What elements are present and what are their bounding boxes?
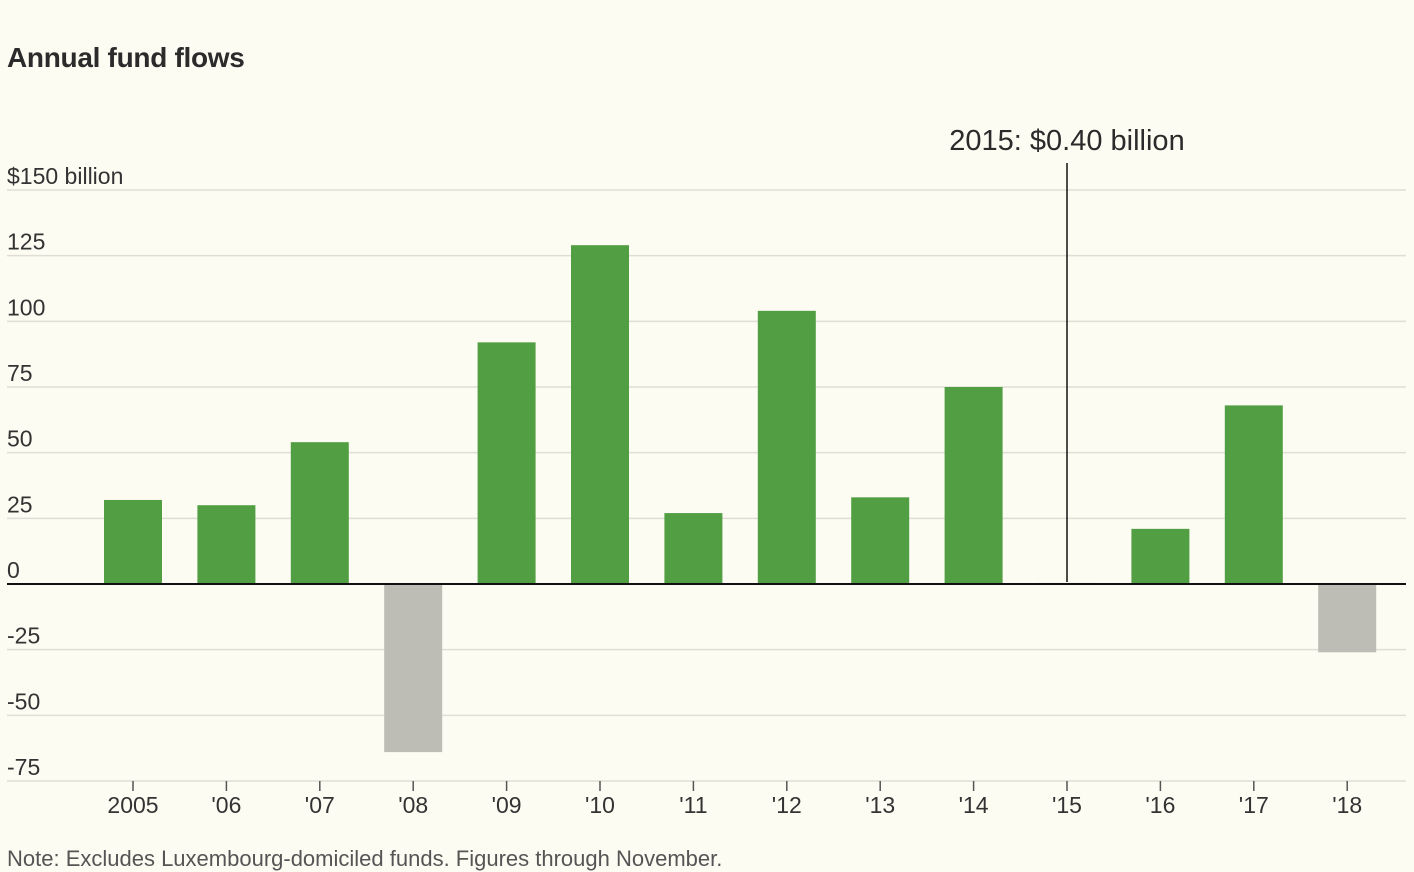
x-tick-label: 2005 [107,792,158,818]
bar-11 [664,513,723,584]
bar-06 [197,505,256,584]
x-tick-label: '11 [679,792,707,818]
x-tick-label: '13 [865,792,895,818]
y-tick-label: 125 [7,229,45,255]
bar-18 [1318,584,1377,653]
footnote: Note: Excludes Luxembourg-domiciled fund… [7,846,723,871]
annotation-label: 2015: $0.40 billion [949,125,1184,157]
x-tick-label: '07 [305,792,335,818]
x-tick-label: '12 [772,792,802,818]
chart-title: Annual fund flows [7,42,245,73]
grid-lines [7,189,1406,782]
bar-08 [384,584,443,753]
x-tick-label: '09 [492,792,522,818]
bar-12 [757,310,816,584]
x-axis-labels: 2005 '06 '07 '08 '09 '10 '11 '12 '13 '14 '15 '16 '17… [107,781,1362,818]
y-axis-labels: $150 billion 125 100 75 50 25 0 -25 -50 -75 [7,163,123,780]
bar-09 [477,342,536,584]
y-tick-label: 100 [7,294,45,320]
x-tick-label: '06 [211,792,241,818]
y-tick-label: 50 [7,426,33,452]
bar-07 [290,442,349,584]
x-tick-label: '15 [1052,792,1082,818]
bar-14 [944,387,1003,584]
x-tick-label: '16 [1145,792,1175,818]
bar-13 [851,497,910,584]
y-tick-label: -25 [7,623,40,649]
bar-16 [1131,528,1190,584]
y-tick-label: -75 [7,754,40,780]
x-tick-label: '14 [959,792,989,818]
y-tick-label: -50 [7,688,40,714]
y-tick-label: $150 billion [7,163,123,189]
bar-10 [571,245,629,584]
x-tick-label: '08 [398,792,428,818]
bar-2005 [104,499,162,584]
x-tick-label: '18 [1332,792,1362,818]
bars [104,245,1377,753]
annotation: 2015: $0.40 billion [949,125,1185,582]
y-tick-label: 0 [7,557,20,583]
x-tick-label: '10 [585,792,615,818]
y-tick-label: 75 [7,360,33,386]
x-tick-label: '17 [1239,792,1269,818]
bar-17 [1224,405,1283,584]
y-tick-label: 25 [7,491,33,517]
